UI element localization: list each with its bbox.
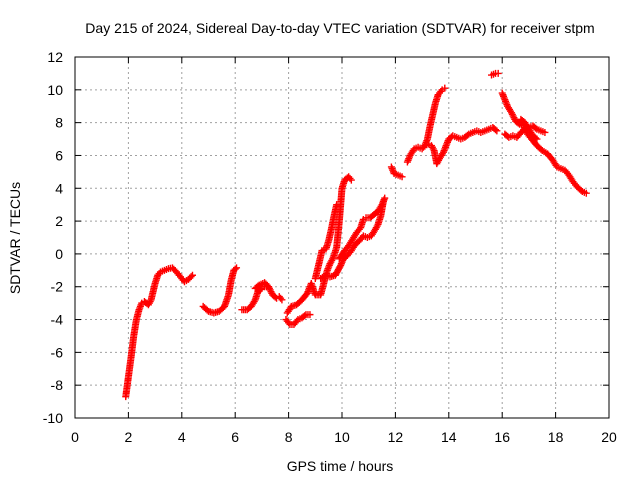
data-point (233, 264, 241, 272)
x-tick-label: 12 (388, 429, 404, 445)
data-point (494, 69, 502, 77)
data-point (278, 296, 286, 304)
y-tick-label: -10 (43, 410, 63, 426)
chart-title: Day 215 of 2024, Sidereal Day-to-day VTE… (85, 20, 594, 36)
x-tick-label: 0 (71, 429, 79, 445)
data-point (265, 283, 273, 291)
x-tick-label: 2 (125, 429, 133, 445)
data-point (306, 311, 314, 319)
x-tick-label: 16 (494, 429, 510, 445)
x-tick-labels: 0 2 4 6 8 10 12 14 16 18 20 (71, 429, 617, 445)
y-tick-label: 4 (55, 180, 63, 196)
y-tick-label: -4 (51, 312, 64, 328)
y-tick-label: -2 (51, 279, 64, 295)
y-tick-label: 12 (47, 49, 63, 65)
data-point (277, 294, 285, 302)
data-point (188, 271, 196, 279)
x-tick-label: 10 (334, 429, 350, 445)
data-point (187, 273, 195, 281)
x-tick-label: 4 (178, 429, 186, 445)
x-tick-label: 8 (285, 429, 293, 445)
y-tick-labels: -10 -8 -6 -4 -2 0 2 4 6 8 10 12 (43, 49, 63, 426)
data-point (541, 128, 549, 136)
x-tick-label: 20 (601, 429, 617, 445)
data-point (333, 201, 341, 209)
y-tick-label: 6 (55, 147, 63, 163)
y-tick-label: 8 (55, 115, 63, 131)
data-point (532, 134, 540, 142)
y-tick-label: -6 (51, 344, 64, 360)
data-point (336, 263, 344, 271)
y-axis-title: SDTVAR / TECUs (7, 182, 23, 294)
data-point (231, 265, 239, 273)
data-point (493, 127, 501, 135)
x-axis-title: GPS time / hours (287, 458, 394, 474)
data-points (122, 69, 590, 401)
y-tick-label: 10 (47, 82, 63, 98)
data-point (381, 194, 389, 202)
data-point (492, 126, 500, 134)
x-tick-label: 6 (231, 429, 239, 445)
y-tick-label: 0 (55, 246, 63, 262)
data-point (533, 135, 541, 143)
x-tick-label: 14 (441, 429, 457, 445)
data-point (398, 173, 406, 181)
data-point (582, 189, 590, 197)
data-point (301, 312, 309, 320)
y-tick-label: 2 (55, 213, 63, 229)
data-point (441, 84, 449, 92)
x-tick-label: 18 (548, 429, 564, 445)
y-tick-label: -8 (51, 377, 64, 393)
data-point (263, 281, 271, 289)
grid-lines (75, 57, 609, 418)
plot-frame (74, 56, 610, 419)
data-point (347, 176, 355, 184)
